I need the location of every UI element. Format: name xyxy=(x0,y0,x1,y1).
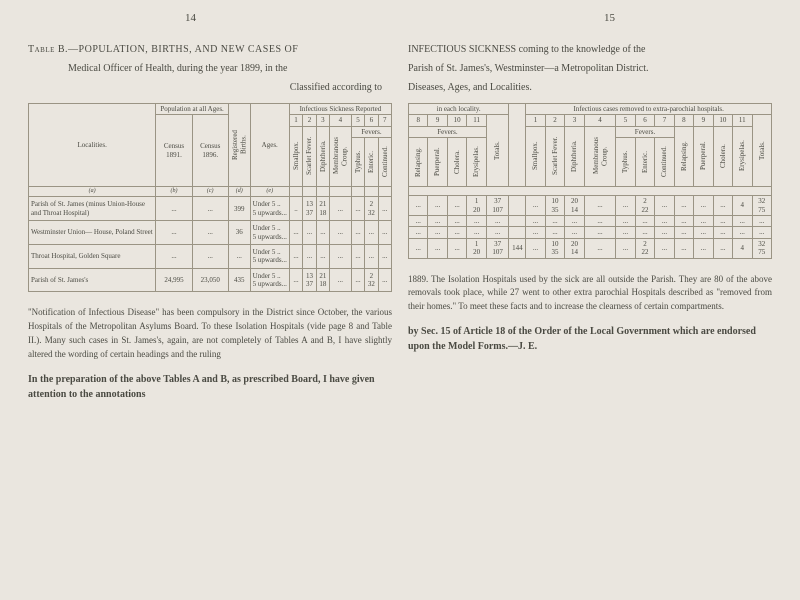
right-sub1: Parish of St. James's, Westminster—a Met… xyxy=(408,61,772,76)
left-bold: In the preparation of the above Tables A… xyxy=(28,372,392,402)
table-row: .........12037107...10352014......222...… xyxy=(409,196,772,216)
page-num-right: 15 xyxy=(604,12,615,24)
table-row: Parish of St. James's24,99523,050435Unde… xyxy=(29,268,392,292)
left-table: Localities. Population at all Ages. Regi… xyxy=(28,103,392,292)
left-para: "Notification of Infectious Disease" has… xyxy=(28,306,392,362)
left-sub2: Classified according to xyxy=(28,80,392,95)
right-sub2: Diseases, Ages, and Localities. xyxy=(408,80,772,95)
right-table: in each locality. Infectious cases remov… xyxy=(408,103,772,259)
right-page: INFECTIOUS SICKNESS coming to the knowle… xyxy=(400,42,800,402)
right-bold: by Sec. 15 of Article 18 of the Order of… xyxy=(408,324,772,354)
left-sub1: Medical Officer of Health, during the ye… xyxy=(28,61,392,76)
right-para: 1889. The Isolation Hospitals used by th… xyxy=(408,273,772,315)
table-row: .........12037107144...10352014......222… xyxy=(409,238,772,258)
col-localities: Localities. xyxy=(29,104,156,187)
right-title: INFECTIOUS SICKNESS coming to the knowle… xyxy=(408,42,772,57)
table-row: Westminster Union— House, Poland Street.… xyxy=(29,221,392,245)
page-num-left: 14 xyxy=(185,12,196,24)
left-title: Table B.—POPULATION, BIRTHS, AND NEW CAS… xyxy=(28,42,392,57)
table-row: ........................................… xyxy=(409,227,772,238)
table-row: ........................................… xyxy=(409,215,772,226)
table-row: Parish of St. James (minus Union-House a… xyxy=(29,197,392,221)
left-page: Table B.—POPULATION, BIRTHS, AND NEW CAS… xyxy=(0,42,400,402)
table-row: Throat Hospital, Golden Square.........U… xyxy=(29,244,392,268)
